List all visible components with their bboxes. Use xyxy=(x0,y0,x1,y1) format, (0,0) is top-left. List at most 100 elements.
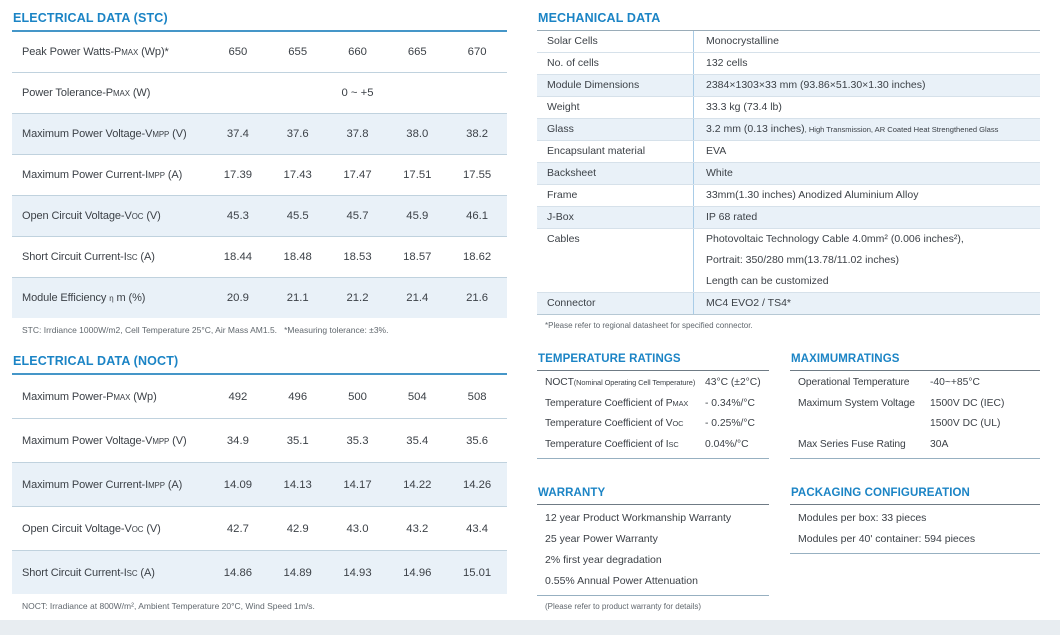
row-label: Temperature Coefficient of ISC xyxy=(545,438,679,450)
cell-value: 18.53 xyxy=(343,251,372,263)
cell-value: 14.17 xyxy=(343,478,372,491)
table-row: Open Circuit Voltage-VOC (V) 42.7 42.9 43.0… xyxy=(12,506,507,550)
row-label: J-Box xyxy=(547,211,574,223)
list-item: Modules per 40' container: 594 pieces xyxy=(798,533,976,545)
row-label: Maximum Power Voltage-VMPP (V) xyxy=(22,128,187,140)
table-row: Cables Photovoltaic Technology Cable 4.0m… xyxy=(537,228,1040,292)
cell-value: 33.3 kg (73.4 lb) xyxy=(693,97,1040,118)
cell-value: - 0.25%/°C xyxy=(705,418,755,429)
table-row: Weight 33.3 kg (73.4 lb) xyxy=(537,96,1040,118)
row-label: NOCT(Nominal Operating Cell Temperature) xyxy=(545,377,696,388)
cell-value: 37.4 xyxy=(226,128,249,140)
right-column: MECHANICAL DATA Solar Cells Monocrystalli… xyxy=(537,8,1040,620)
cell-value: 650 xyxy=(228,46,248,58)
electrical-stc-table: Peak Power Watts-PMAX (Wp)* 650 655 660 665 6… xyxy=(12,32,507,318)
row-label: Module Dimensions xyxy=(547,79,640,91)
table-row: Temperature Coefficient of VOC - 0.25%/°C xyxy=(537,414,769,435)
cell-value: MC4 EVO2 / TS4* xyxy=(693,293,1040,314)
mechanical-title: MECHANICAL DATA xyxy=(538,11,661,25)
temperature-ratings-table: NOCT(Nominal Operating Cell Temperature)… xyxy=(537,370,769,459)
cell-value: 35.6 xyxy=(466,434,489,447)
row-label: Solar Cells xyxy=(547,35,598,47)
list-item: 12 year Product Workmanship Warranty xyxy=(545,512,732,524)
cell-value: 3.2 mm (0.13 inches), High Transmission,… xyxy=(693,119,1040,140)
mechanical-table: Solar Cells Monocrystalline No. of cells 13… xyxy=(537,30,1040,315)
left-column: ELECTRICAL DATA (STC) Peak Power Watts-P… xyxy=(12,8,507,611)
cell-value: 18.62 xyxy=(462,251,492,263)
cell-value: 45.9 xyxy=(406,210,429,222)
cell-value: 21.1 xyxy=(286,292,309,304)
cell-value: 45.5 xyxy=(286,210,309,222)
cell-value: 665 xyxy=(407,46,427,58)
cell-value: 21.4 xyxy=(406,292,429,304)
table-row: Temperature Coefficient of PMAX - 0.34%/°… xyxy=(537,394,769,415)
mechanical-footnote: *Please refer to regional datasheet for … xyxy=(545,321,753,330)
cell-value: 504 xyxy=(407,390,427,403)
row-label: Short Circuit Current-ISC (A) xyxy=(22,251,155,263)
list-item: 0.55% Annual Power Attenuation xyxy=(545,575,698,587)
cell-value: 496 xyxy=(288,390,308,403)
cell-value: 508 xyxy=(467,390,487,403)
warranty-footnote: (Please refer to product warranty for de… xyxy=(545,602,702,611)
cell-value: 17.51 xyxy=(403,169,432,181)
electrical-noct-section: ELECTRICAL DATA (NOCT) Maximum Power-PMA… xyxy=(12,351,507,611)
cell-value: EVA xyxy=(693,141,1040,162)
cell-value: 35.4 xyxy=(406,434,429,447)
cell-value: 14.09 xyxy=(223,478,253,491)
row-label: Temperature Coefficient of VOC xyxy=(545,418,684,429)
cell-value: 14.86 xyxy=(223,566,253,579)
packaging-list: Modules per box: 33 pieces Modules per 40… xyxy=(790,504,1040,554)
cell-value: 34.9 xyxy=(226,434,249,447)
electrical-noct-title: ELECTRICAL DATA (NOCT) xyxy=(12,351,507,375)
table-row: Short Circuit Current-ISC (A) 14.86 14.89 1… xyxy=(12,550,507,594)
row-label: Module Efficiency η m (%) xyxy=(22,292,146,304)
cell-value: 1500V DC (IEC) 1500V DC (UL) xyxy=(930,397,1005,430)
cell-value: -40~+85°C xyxy=(930,377,980,388)
table-row: Maximum Power-PMAX (Wp) 492 496 500 504 508 xyxy=(12,375,507,418)
cell-value: 132 cells xyxy=(693,53,1040,74)
table-row: Maximum Power Current-IMPP (A) 17.39 17.43… xyxy=(12,154,507,195)
electrical-noct-table: Maximum Power-PMAX (Wp) 492 496 500 504 508 Ma… xyxy=(12,375,507,594)
row-label: Cables xyxy=(547,233,580,245)
stc-footnote: STC: Irrdiance 1000W/m2, Cell Temperatur… xyxy=(22,325,389,335)
cell-value: 18.48 xyxy=(283,251,312,263)
row-label: Maximum Power Voltage-VMPP (V) xyxy=(22,434,187,447)
cell-value: 37.6 xyxy=(286,128,309,140)
cell-value: 37.8 xyxy=(346,128,369,140)
table-row: Power Tolerance-PMAX (W) 0 ~ +5 xyxy=(12,72,507,113)
cell-value: 20.9 xyxy=(226,292,249,304)
row-label: Maximum Power Current-IMPP (A) xyxy=(22,478,183,491)
table-row: Backsheet White xyxy=(537,162,1040,184)
cell-value: - 0.34%/°C xyxy=(705,397,755,409)
table-row: Solar Cells Monocrystalline xyxy=(537,31,1040,52)
table-row: Max Series Fuse Rating 30A xyxy=(790,435,1040,456)
list-item: 25 year Power Warranty xyxy=(545,533,658,545)
cell-value: 42.7 xyxy=(226,522,249,535)
cell-value: 0.04%/°C xyxy=(705,438,749,450)
table-row: Maximum System Voltage 1500V DC (IEC) 1500… xyxy=(790,394,1040,435)
cell-value: 14.26 xyxy=(462,478,492,491)
row-label: Glass xyxy=(547,123,574,135)
table-row: Maximum Power Voltage-VMPP (V) 37.4 37.6 37… xyxy=(12,113,507,154)
cell-value: 14.13 xyxy=(283,478,312,491)
row-label: Frame xyxy=(547,189,578,201)
table-row: Open Circuit Voltage-VOC (V) 45.3 45.5 45.7… xyxy=(12,195,507,236)
row-label: Short Circuit Current-ISC (A) xyxy=(22,566,155,579)
cell-value: 17.47 xyxy=(343,169,372,181)
cell-value: 2384×1303×33 mm (93.86×51.30×1.30 inches… xyxy=(693,75,1040,96)
list-item: 2% first year degradation xyxy=(545,554,662,566)
warranty-section: WARRANTY 12 year Product Workmanship War… xyxy=(537,485,769,611)
cell-value: 42.9 xyxy=(286,522,309,535)
cell-value: 17.55 xyxy=(462,169,492,181)
cell-value: White xyxy=(693,163,1040,184)
row-label: Weight xyxy=(547,101,580,113)
cell-value: 18.57 xyxy=(403,251,432,263)
cell-value: 43°C (±2°C) xyxy=(705,377,761,388)
table-row: J-Box IP 68 rated xyxy=(537,206,1040,228)
row-label: Open Circuit Voltage-VOC (V) xyxy=(22,522,161,535)
cell-value: 15.01 xyxy=(462,566,492,579)
packaging-title: PACKAGING CONFIGUREATION xyxy=(791,487,970,499)
cell-value: 43.2 xyxy=(406,522,429,535)
warranty-title: WARRANTY xyxy=(538,487,606,499)
cell-value: 33mm(1.30 inches) Anodized Aluminium All… xyxy=(693,185,1040,206)
